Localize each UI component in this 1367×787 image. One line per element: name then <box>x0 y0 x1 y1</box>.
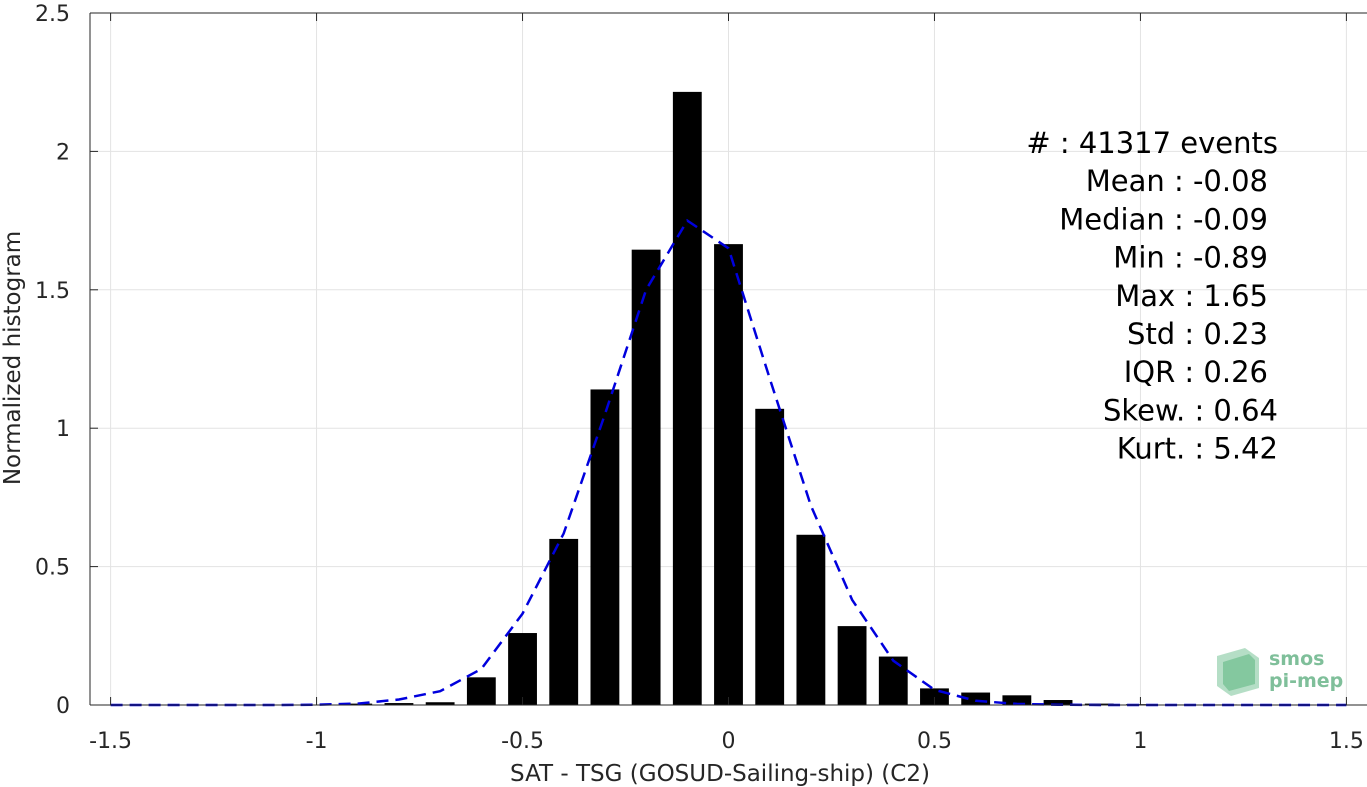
logo-text-line1: smos <box>1269 648 1324 670</box>
stat-line: # : 41317 events <box>1026 126 1278 160</box>
histogram-bar <box>837 626 867 705</box>
histogram-bar <box>796 534 826 705</box>
histogram-bars <box>343 91 1361 706</box>
stat-line: Max : 1.65 <box>1115 279 1268 313</box>
y-tick-label: 2.5 <box>35 2 70 27</box>
statistics-box: # : 41317 events Mean : -0.08 Median : -0.… <box>1026 126 1278 466</box>
axes-frame <box>89 12 1367 706</box>
x-tick-label: -1.5 <box>89 729 132 754</box>
histogram-bar <box>466 677 496 705</box>
histogram-bar <box>714 244 743 706</box>
logo-text-line2: pi-mep <box>1269 670 1343 692</box>
stat-line: Median : -0.09 <box>1059 202 1268 236</box>
y-tick-label: 1.5 <box>35 279 70 304</box>
y-tick-labels: 0 0.5 1 1.5 2 2.5 <box>35 2 70 719</box>
histogram-bar <box>672 91 702 705</box>
x-tick-label: 0 <box>722 729 736 754</box>
y-tick-label: 0.5 <box>35 556 70 581</box>
histogram-bar <box>384 703 414 705</box>
stat-line: Std : 0.23 <box>1127 317 1268 351</box>
histogram-bar <box>425 702 455 705</box>
stat-line: Mean : -0.08 <box>1086 164 1268 198</box>
smos-pimep-logo: smos pi-mep <box>1217 648 1343 696</box>
x-tick-label: 1 <box>1133 729 1147 754</box>
normal-fit-curve <box>110 218 1347 707</box>
stat-line: Skew. : 0.64 <box>1103 393 1278 427</box>
y-tick-label: 0 <box>56 694 70 719</box>
x-tick-label: 0.5 <box>917 729 952 754</box>
y-tick-label: 1 <box>56 417 70 442</box>
histogram-bar <box>549 538 579 705</box>
histogram-bar <box>1043 700 1073 705</box>
histogram-bar <box>878 656 908 705</box>
histogram-bar <box>508 633 537 705</box>
histogram-bar <box>1002 695 1032 705</box>
y-axis-label: Normalized histogram <box>0 231 26 485</box>
x-axis-label: SAT - TSG (GOSUD-Sailing-ship) (C2) <box>510 761 930 787</box>
x-tick-labels: -1.5 -1 -0.5 0 0.5 1 1.5 <box>89 729 1364 754</box>
histogram-bar <box>631 249 661 705</box>
histogram-bar <box>590 389 620 705</box>
stat-line: IQR : 0.26 <box>1124 355 1268 389</box>
x-tick-label: -0.5 <box>501 729 544 754</box>
x-tick-label: -1 <box>306 729 328 754</box>
histogram-bar <box>755 408 785 705</box>
logo-mark-layer-icon <box>1223 654 1255 691</box>
stat-line: Kurt. : 5.42 <box>1117 432 1278 466</box>
x-tick-label: 1.5 <box>1329 729 1364 754</box>
stat-line: Min : -0.89 <box>1113 241 1268 275</box>
y-tick-label: 2 <box>56 140 70 165</box>
